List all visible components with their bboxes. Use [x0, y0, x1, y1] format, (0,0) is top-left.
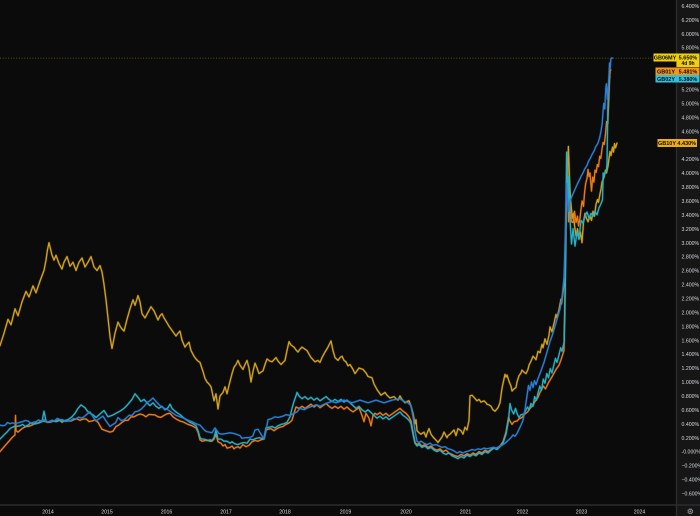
svg-text:-0.000%: -0.000%: [682, 450, 700, 456]
svg-text:GB02Y: GB02Y: [657, 77, 675, 83]
svg-text:GB06MY: GB06MY: [654, 56, 677, 62]
svg-text:6.400%: 6.400%: [682, 4, 700, 10]
svg-text:5.650%: 5.650%: [679, 56, 698, 62]
svg-text:2.600%: 2.600%: [682, 269, 700, 275]
svg-text:2.000%: 2.000%: [682, 310, 700, 316]
svg-text:3.200%: 3.200%: [682, 227, 700, 233]
svg-text:2020: 2020: [400, 510, 412, 516]
svg-text:6.000%: 6.000%: [682, 32, 700, 38]
svg-text:−0.200%: −0.200%: [682, 464, 700, 470]
svg-text:2021: 2021: [460, 510, 472, 516]
svg-text:5.380%: 5.380%: [679, 77, 698, 83]
svg-text:2023: 2023: [576, 510, 588, 516]
svg-text:3.800%: 3.800%: [682, 185, 700, 191]
svg-text:1.800%: 1.800%: [682, 324, 700, 330]
svg-text:GB10Y: GB10Y: [658, 141, 676, 147]
svg-text:6.200%: 6.200%: [682, 18, 700, 24]
svg-text:3.600%: 3.600%: [682, 199, 700, 205]
svg-text:2016: 2016: [161, 510, 173, 516]
svg-text:2.400%: 2.400%: [682, 283, 700, 289]
svg-text:0.600%: 0.600%: [682, 408, 700, 414]
svg-text:5.800%: 5.800%: [682, 46, 700, 52]
svg-text:−0.600%: −0.600%: [682, 492, 700, 498]
svg-text:0.200%: 0.200%: [682, 436, 700, 442]
svg-text:4.200%: 4.200%: [682, 157, 700, 163]
svg-text:1.400%: 1.400%: [682, 352, 700, 358]
svg-text:1.600%: 1.600%: [682, 338, 700, 344]
svg-text:2024: 2024: [634, 510, 646, 516]
svg-text:2015: 2015: [101, 510, 113, 516]
svg-text:2017: 2017: [220, 510, 232, 516]
svg-text:5.481%: 5.481%: [679, 69, 698, 75]
svg-text:2018: 2018: [279, 510, 291, 516]
svg-text:4.800%: 4.800%: [682, 115, 700, 121]
svg-text:2.200%: 2.200%: [682, 297, 700, 303]
svg-text:0.800%: 0.800%: [682, 394, 700, 400]
svg-text:4.430%: 4.430%: [677, 141, 696, 147]
svg-text:2019: 2019: [340, 510, 352, 516]
svg-text:1.000%: 1.000%: [682, 380, 700, 386]
svg-text:5.000%: 5.000%: [682, 102, 700, 108]
svg-text:GB01Y: GB01Y: [657, 69, 675, 75]
svg-text:2014: 2014: [42, 510, 54, 516]
svg-text:4.600%: 4.600%: [682, 129, 700, 135]
svg-text:3.000%: 3.000%: [682, 241, 700, 247]
svg-text:2022: 2022: [517, 510, 529, 516]
svg-text:2.800%: 2.800%: [682, 255, 700, 261]
svg-text:−0.400%: −0.400%: [682, 478, 700, 484]
svg-text:4d 9h: 4d 9h: [681, 61, 694, 67]
svg-text:3.400%: 3.400%: [682, 213, 700, 219]
svg-text:0.400%: 0.400%: [682, 422, 700, 428]
svg-text:4.000%: 4.000%: [682, 171, 700, 177]
svg-text:5.200%: 5.200%: [682, 88, 700, 94]
svg-text:1.200%: 1.200%: [682, 366, 700, 372]
